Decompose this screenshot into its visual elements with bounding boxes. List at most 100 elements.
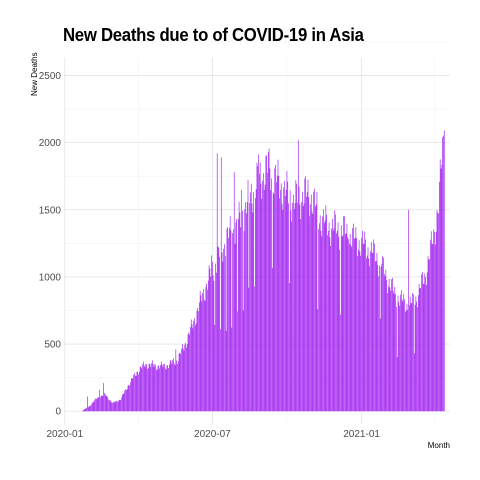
bar	[353, 238, 355, 412]
bar	[304, 178, 306, 412]
bar	[246, 213, 247, 412]
bar	[242, 310, 244, 412]
bar	[297, 202, 298, 412]
bar	[132, 378, 134, 412]
chart-title: New Deaths due to of COVID-19 in Asia	[63, 25, 364, 45]
bar	[139, 371, 140, 412]
bar	[393, 293, 395, 412]
bar	[358, 240, 360, 412]
bar	[355, 227, 357, 412]
bar	[184, 344, 186, 412]
bar	[282, 210, 284, 412]
bar	[310, 204, 311, 412]
bar	[280, 183, 282, 412]
bar	[228, 237, 229, 412]
bar	[115, 401, 117, 412]
bar	[224, 256, 226, 412]
bar	[422, 271, 423, 412]
bar	[425, 276, 426, 412]
bar	[325, 205, 327, 412]
bar	[388, 278, 390, 412]
bar	[339, 249, 340, 412]
bar	[123, 393, 125, 412]
bar	[281, 203, 283, 412]
bar	[433, 229, 435, 412]
bar	[266, 155, 267, 412]
bar	[432, 244, 434, 412]
bar	[156, 369, 157, 412]
bar	[406, 303, 408, 412]
bar	[276, 182, 277, 412]
bar	[158, 365, 160, 412]
bar	[376, 253, 378, 412]
bar	[259, 173, 260, 412]
bar	[351, 246, 353, 412]
bar	[222, 261, 224, 412]
bar	[259, 162, 261, 412]
bar	[378, 276, 379, 412]
bar	[258, 154, 259, 412]
bar	[422, 284, 424, 412]
bar	[188, 332, 190, 412]
bar	[340, 314, 341, 412]
bar	[312, 213, 314, 412]
bar	[413, 294, 414, 412]
bar	[329, 237, 331, 412]
bar	[343, 216, 345, 412]
bar	[183, 350, 185, 412]
bar	[187, 334, 189, 412]
bar	[424, 273, 426, 412]
bar	[236, 219, 237, 412]
bar	[96, 398, 98, 412]
bar	[315, 204, 317, 412]
bar	[102, 395, 104, 412]
bar	[85, 408, 87, 412]
bar	[397, 295, 399, 412]
bar	[392, 290, 394, 412]
bar	[193, 320, 194, 412]
bar	[200, 295, 202, 412]
bar	[225, 330, 227, 412]
bar	[362, 230, 363, 412]
bar	[169, 359, 171, 412]
bar	[93, 401, 95, 412]
bar	[274, 168, 276, 412]
bar	[229, 216, 231, 412]
bar	[91, 404, 92, 412]
bar	[169, 364, 170, 412]
bar	[82, 410, 83, 412]
bar	[136, 372, 138, 412]
bar	[409, 305, 410, 412]
bar	[362, 243, 364, 412]
bar	[365, 239, 366, 412]
bar	[431, 243, 433, 412]
bar	[426, 272, 428, 412]
bar	[186, 347, 187, 412]
bar	[109, 400, 111, 412]
bar	[152, 364, 154, 412]
bar	[310, 194, 312, 412]
bar	[253, 191, 255, 412]
bar	[303, 203, 305, 412]
bar	[199, 302, 200, 412]
bar	[318, 229, 319, 412]
bar	[371, 252, 373, 412]
bar	[402, 301, 404, 412]
bar	[435, 244, 436, 412]
bar	[323, 223, 325, 412]
bar	[212, 275, 214, 412]
bar	[135, 375, 137, 412]
bar	[436, 210, 438, 412]
bar	[294, 203, 296, 412]
bar	[384, 275, 386, 412]
bar	[100, 397, 101, 412]
bar	[400, 294, 401, 412]
bar	[233, 172, 235, 412]
bar	[383, 257, 384, 412]
bar	[244, 209, 246, 412]
bar	[174, 365, 176, 412]
bar	[284, 180, 285, 412]
bar	[121, 397, 122, 412]
bar	[271, 178, 272, 412]
bar	[305, 176, 306, 412]
